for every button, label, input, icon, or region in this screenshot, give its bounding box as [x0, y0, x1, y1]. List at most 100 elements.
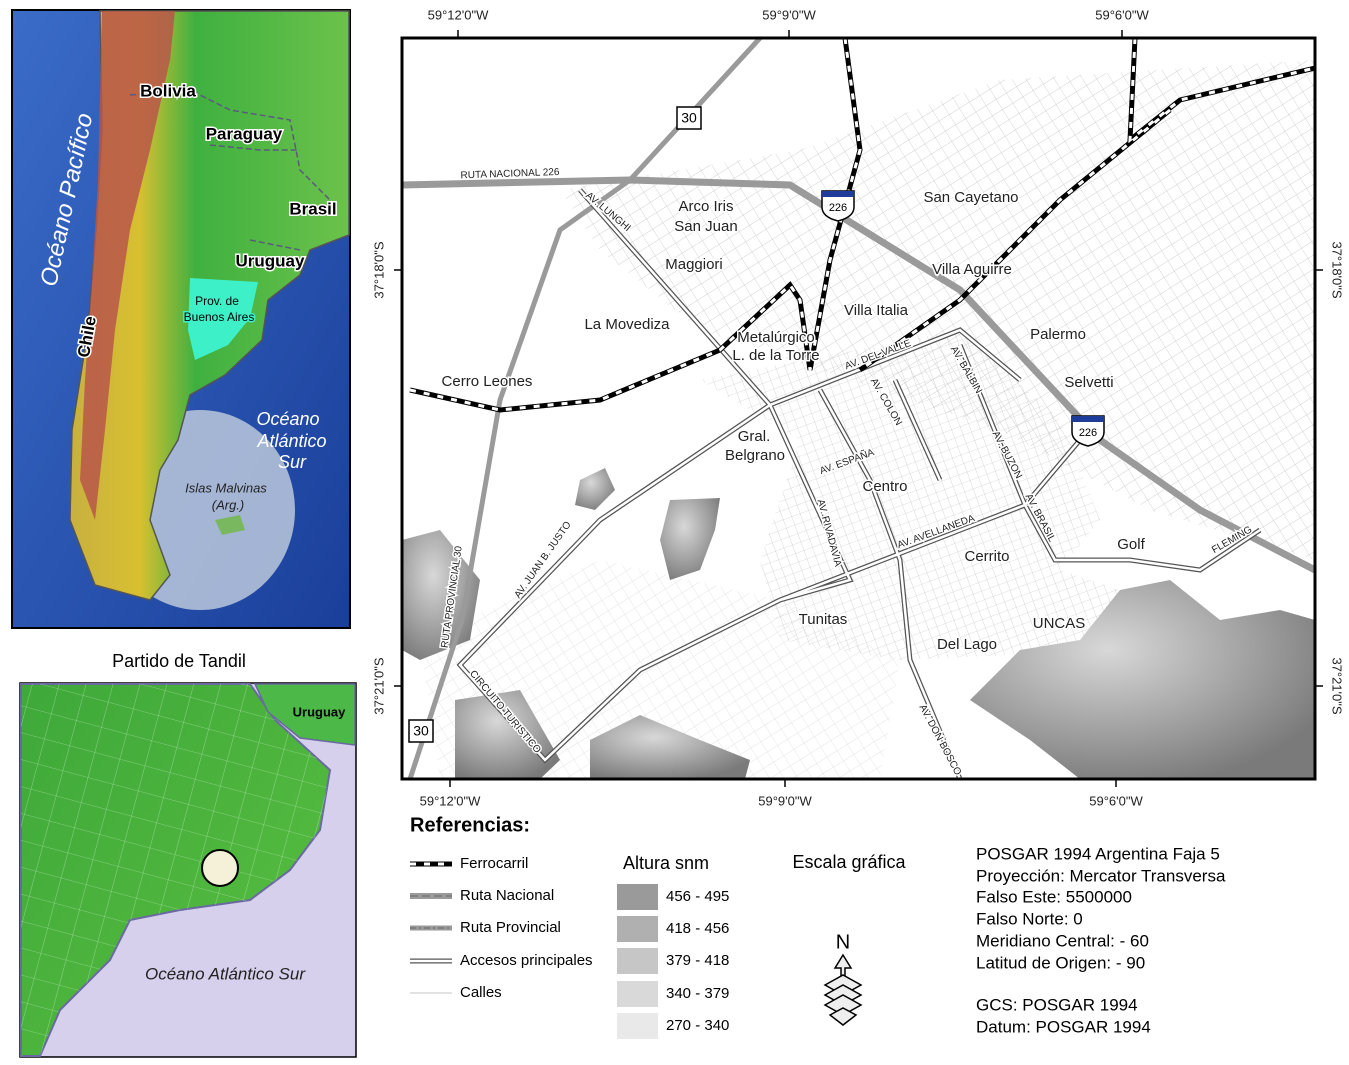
- route-shield: [821, 190, 855, 222]
- place-label: Palermo: [1030, 326, 1086, 343]
- ocean-label: Sur: [278, 452, 307, 472]
- main-map: [394, 30, 1323, 787]
- buenos-aires: [188, 278, 258, 360]
- island-label: (Arg.): [212, 497, 245, 512]
- longitude-label: 59°9'0"W: [758, 793, 812, 808]
- route-shield: [676, 106, 702, 130]
- elevation-swatch: [617, 1013, 658, 1039]
- place-label: Belgrano: [725, 447, 785, 464]
- latitude-label: 37°21'0"S: [371, 657, 386, 714]
- elevation-label: 379 - 418: [666, 952, 729, 969]
- streets-south: [420, 560, 900, 779]
- place-label: Gral.: [738, 428, 771, 445]
- legend-label: Accesos principales: [460, 952, 593, 969]
- elevation-swatch: [617, 981, 658, 1007]
- country-label: Paraguay: [206, 124, 283, 143]
- place-label: Centro: [862, 478, 907, 495]
- longitude-label: 59°6'0"W: [1089, 793, 1143, 808]
- scale-icon: [823, 953, 863, 1026]
- elevation-swatch: [617, 884, 658, 910]
- route-number: 226: [1079, 427, 1097, 439]
- locator-title: Partido de Tandil: [112, 651, 246, 671]
- legend-label: Ruta Nacional: [460, 887, 554, 904]
- hill: [590, 715, 750, 779]
- province-label: Buenos Aires: [184, 310, 255, 324]
- projection-info: Falso Norte: 0: [976, 909, 1083, 928]
- ocean-label: Océano: [256, 409, 319, 429]
- partidos: [21, 684, 330, 1056]
- route-number: 30: [681, 110, 697, 126]
- uruguay: [253, 683, 356, 746]
- legend-label: Calles: [460, 984, 502, 1001]
- latitude-label: 37°18'0"S: [1330, 241, 1345, 298]
- country-label: Uruguay: [293, 704, 347, 719]
- island-label: Islas Malvinas: [185, 480, 267, 495]
- projection-info: Proyección: Mercator Transversa: [976, 866, 1226, 885]
- longitude-label: 59°9'0"W: [762, 7, 816, 22]
- elevation-swatch: [617, 948, 658, 974]
- place-label: Golf: [1117, 536, 1145, 553]
- projection-info: Falso Este: 5500000: [976, 887, 1132, 906]
- map-frame: [400, 36, 1317, 781]
- andes: [80, 11, 175, 520]
- longitude-label: 59°12'0"W: [428, 7, 489, 22]
- projection-info: POSGAR 1994 Argentina Faja 5: [976, 844, 1220, 863]
- elevation-swatch: [617, 916, 658, 942]
- longitude-label: 59°6'0"W: [1095, 7, 1149, 22]
- hill: [575, 468, 615, 510]
- legend-title: Referencias:: [410, 814, 530, 836]
- elevation-label: 418 - 456: [666, 920, 729, 937]
- legend-label: Ruta Provincial: [460, 919, 561, 936]
- latitude-label: 37°18'0"S: [371, 241, 386, 298]
- place-label: San Cayetano: [923, 189, 1018, 206]
- latitude-label: 37°21'0"S: [1330, 657, 1345, 714]
- tandil-location: [201, 849, 239, 887]
- place-label: Villa Italia: [844, 302, 909, 319]
- place-label: L. de la Torre: [732, 347, 819, 364]
- place-label: Selvetti: [1064, 374, 1113, 391]
- longitude-label: 59°12'0"W: [420, 793, 481, 808]
- route-number: 226: [829, 202, 847, 214]
- ruta-provincial: [407, 38, 762, 779]
- graticule-ticks: [394, 30, 1323, 787]
- place-label: Villa Aguirre: [932, 261, 1012, 278]
- place-label: Arco Iris: [678, 198, 733, 215]
- country-label: Bolivia: [140, 81, 196, 100]
- shield-band: [822, 191, 854, 197]
- place-label: Tunitas: [799, 611, 848, 628]
- route-number: 30: [413, 723, 429, 739]
- ocean-label: Océano Atlántico Sur: [145, 964, 306, 983]
- place-label: Cerro Leones: [442, 373, 533, 390]
- legend-subtitle: Escala gráfica: [792, 852, 906, 872]
- streets-center: [700, 330, 1150, 660]
- elevation-label: 340 - 379: [666, 985, 729, 1002]
- projection-info: GCS: POSGAR 1994: [976, 995, 1138, 1014]
- place-label: La Movediza: [584, 316, 670, 333]
- overview-map: [11, 9, 351, 629]
- place-label: UNCAS: [1033, 615, 1086, 632]
- hill: [660, 498, 720, 580]
- place-label: Cerrito: [964, 548, 1009, 565]
- projection-info: Meridiano Central: - 60: [976, 931, 1149, 950]
- legend-symbols: [410, 861, 452, 994]
- country-label: Uruguay: [236, 251, 306, 270]
- ocean-label: Atlántico: [256, 431, 326, 451]
- hill: [455, 690, 560, 779]
- legend-subtitle: Altura snm: [623, 853, 709, 873]
- elevation-label: 456 - 495: [666, 888, 729, 905]
- street-label: RUTA NACIONAL 226: [460, 167, 560, 181]
- projection-info: Latitud de Origen: - 90: [976, 953, 1145, 972]
- borders: [129, 89, 331, 251]
- place-label: San Juan: [674, 218, 737, 235]
- place-label: Del Lago: [937, 636, 997, 653]
- locator-map: [19, 682, 357, 1058]
- place-label: Maggiori: [665, 256, 723, 273]
- projection-info: Datum: POSGAR 1994: [976, 1017, 1151, 1036]
- place-label: Metalúrgico: [737, 329, 815, 346]
- north-label: N: [836, 931, 850, 953]
- country-label: Brasil: [289, 199, 336, 218]
- route-shield: [1071, 415, 1105, 447]
- malvinas: [215, 515, 245, 535]
